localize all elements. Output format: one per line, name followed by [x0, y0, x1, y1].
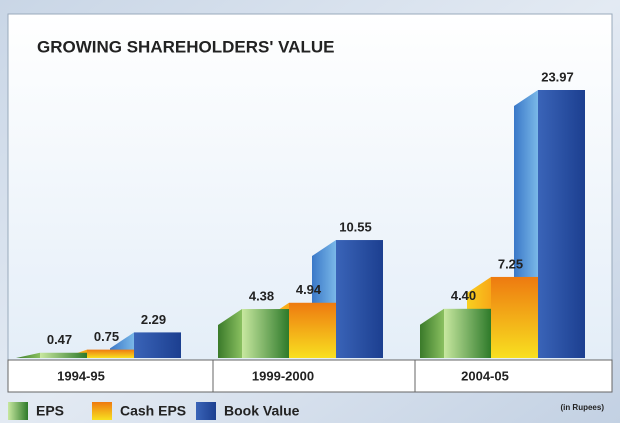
value-label: 2.29: [141, 312, 166, 327]
legend-swatch: [92, 402, 112, 420]
legend-label: Cash EPS: [120, 403, 186, 419]
unit-note: (in Rupees): [560, 403, 604, 412]
legend-swatch: [8, 402, 28, 420]
chart-title: GROWING SHAREHOLDERS' VALUE: [37, 37, 334, 56]
bar: [538, 90, 585, 358]
bar: [134, 332, 181, 358]
value-label: 0.75: [94, 329, 119, 344]
value-label: 4.38: [249, 288, 274, 303]
x-tick-label: 2004-05: [461, 368, 509, 383]
bar-fronts: [40, 90, 585, 358]
value-label: 7.25: [498, 256, 523, 271]
bar: [336, 240, 383, 358]
bar-side: [218, 309, 242, 358]
bar-side: [16, 352, 40, 358]
legend-swatch: [196, 402, 216, 420]
value-label: 4.94: [296, 282, 322, 297]
x-tick-label: 1994-95: [57, 368, 105, 383]
bar: [289, 302, 336, 358]
value-label: 4.40: [451, 288, 476, 303]
x-tick-label: 1999-2000: [252, 368, 314, 383]
value-label: 0.47: [47, 332, 72, 347]
bar: [242, 309, 289, 358]
legend-label: Book Value: [224, 403, 300, 419]
bar: [87, 349, 134, 358]
value-label: 10.55: [339, 219, 372, 234]
value-label: 23.97: [541, 69, 574, 84]
legend-label: EPS: [36, 403, 64, 419]
bar: [491, 276, 538, 358]
category-band: [7, 359, 613, 393]
bar: [40, 352, 87, 358]
bar: [444, 308, 491, 358]
bar-side: [420, 308, 444, 358]
